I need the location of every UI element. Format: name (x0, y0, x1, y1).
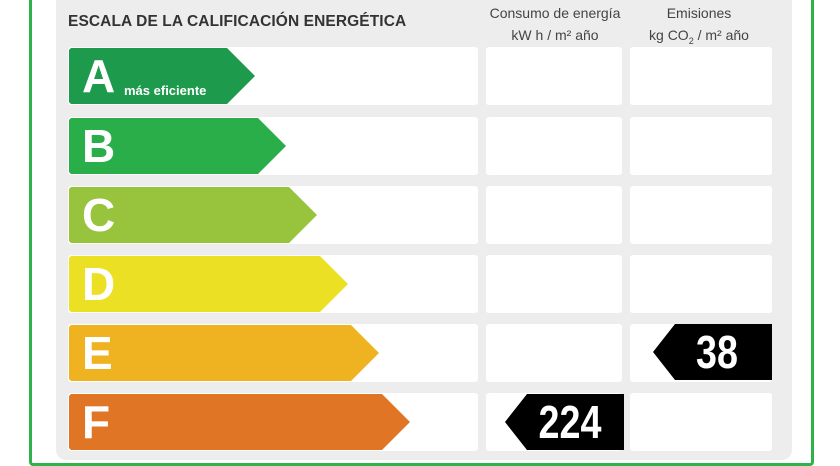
emissions-header-unit: kg CO2 / m² año (649, 27, 749, 46)
class-f-letter: F (82, 396, 111, 448)
emissions-rating-value: 38 (696, 326, 738, 378)
class-b-letter: B (82, 120, 116, 172)
emissions-header: Emisiones kg CO2 / m² año (624, 2, 774, 52)
most-efficient-label: más eficiente (124, 83, 207, 98)
consumption-rating-value: 224 (538, 396, 602, 448)
emissions-cell-f (630, 393, 772, 451)
scale-title: ESCALA DE LA CALIFICACIÓN ENERGÉTICA (68, 13, 407, 30)
emissions-cell-d (630, 255, 772, 313)
consumption-cell-c (486, 186, 622, 244)
class-e-arrow (69, 325, 379, 381)
class-e-letter: E (82, 327, 113, 379)
class-a-arrow (69, 48, 255, 104)
class-a-letter: A (82, 50, 116, 102)
emissions-cell-b (630, 117, 772, 175)
consumption-header-unit: kW h / m² año (511, 27, 599, 43)
class-d-letter: D (82, 258, 116, 310)
emissions-rating-badge (653, 324, 772, 380)
consumption-rating-badge (505, 394, 624, 450)
consumption-cell-d (486, 255, 622, 313)
consumption-cell-b (486, 117, 622, 175)
consumption-header-line1: Consumo de energía (489, 5, 621, 21)
consumption-cell-a (486, 47, 622, 105)
consumption-cell-e (486, 324, 622, 382)
class-b-arrow (69, 118, 286, 174)
class-c-arrow (69, 187, 317, 243)
emissions-cell-c (630, 186, 772, 244)
class-d-arrow (69, 256, 348, 312)
class-f-arrow (69, 394, 410, 450)
emissions-header-line1: Emisiones (666, 5, 732, 21)
consumption-header: Consumo de energía kW h / m² año (478, 2, 632, 46)
emissions-cell-a (630, 47, 772, 105)
class-c-letter: C (82, 189, 116, 241)
